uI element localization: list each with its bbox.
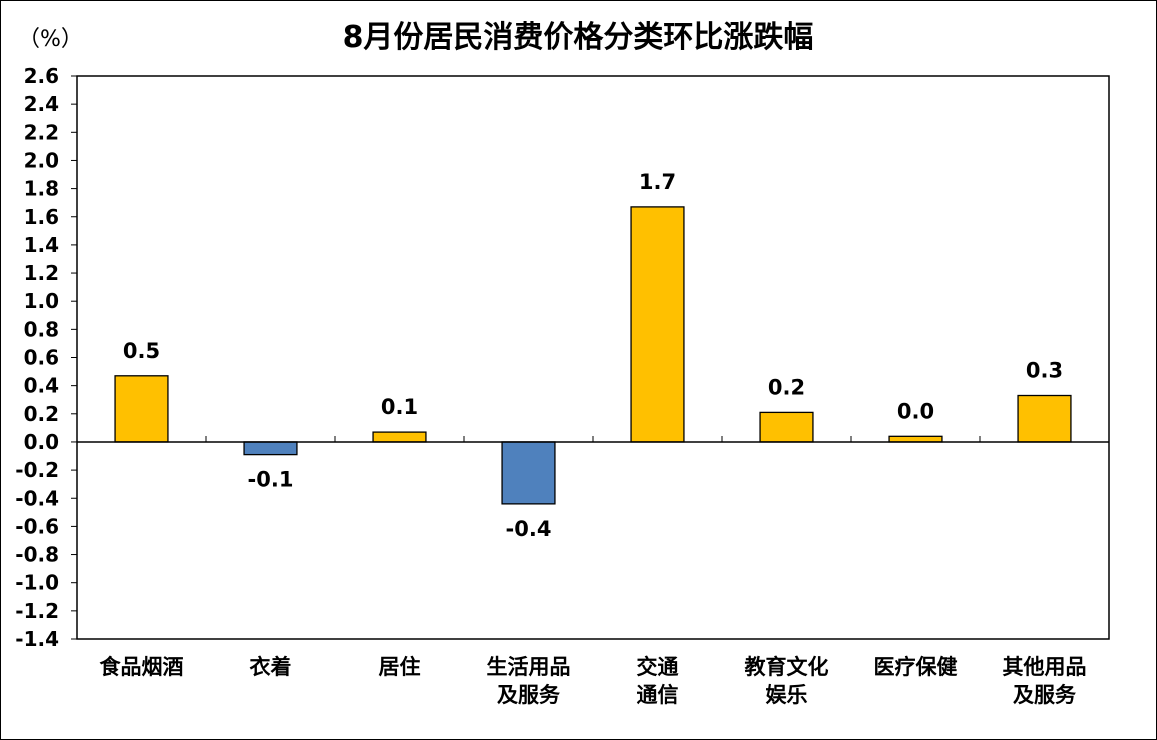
y-tick-label: 1.4 [24,233,59,257]
bar [1017,394,1072,443]
y-tick-label: 0.8 [24,317,59,341]
data-label: -0.4 [506,517,552,541]
y-tick-label: -0.8 [15,543,59,567]
bar [243,441,298,456]
x-category-label: 及服务 [1013,683,1077,707]
unit-label: （%） [18,27,83,52]
y-tick-label: 1.6 [24,205,59,229]
data-labels-group: 0.5 -0.1 0.1 -0.4 1.7 0.2 0.0 0.3 [123,170,1063,541]
x-category-label: 教育文化 [745,655,829,679]
y-tick-label: -0.6 [15,514,59,538]
data-label: 1.7 [639,170,676,194]
bar [114,375,169,443]
x-category-label: 医疗保健 [874,655,958,679]
data-label: -0.1 [248,468,294,492]
bar [759,411,814,443]
x-category-label: 娱乐 [766,683,808,707]
chart-title: 8月份居民消费价格分类环比涨跌幅 [343,20,814,55]
y-tick-label: -0.2 [15,458,59,482]
x-category-label: 食品烟酒 [100,655,184,679]
x-category-label: 通信 [637,683,679,707]
data-label: 0.3 [1026,359,1063,383]
y-tick-label: 0.2 [24,402,59,426]
data-label: 0.0 [897,399,934,423]
y-tick-label: -1.0 [15,571,59,595]
x-category-label: 交通 [637,655,679,679]
y-tick-label: -1.4 [15,627,59,651]
data-label: 0.5 [123,339,160,363]
y-tick-label: -0.4 [15,486,59,510]
y-tick-label: 0.4 [24,374,59,398]
data-label: 0.1 [381,395,418,419]
y-tick-label: 2.4 [24,92,59,116]
x-category-label: 生活用品 [487,655,571,679]
bar [501,441,556,505]
y-tick-label: 1.0 [24,289,59,313]
bar [630,206,685,443]
y-tick-label: -1.2 [15,599,59,623]
y-tick-label: 1.8 [24,177,59,201]
y-tick-label: 0.0 [24,430,59,454]
bars-group [114,206,1072,505]
x-category-label: 衣着 [250,655,292,679]
y-axis: 2.6 2.4 2.2 2.0 1.8 1.6 1.4 1.2 1.0 0.8 0.6 0.4 0.2 0… [15,64,77,651]
y-tick-label: 0.6 [24,346,59,370]
x-category-label: 及服务 [497,683,561,707]
y-tick-label: 1.2 [24,261,59,285]
bar [372,431,427,443]
x-category-label: 其他用品 [1003,655,1087,679]
y-tick-label: 2.0 [24,148,59,172]
y-tick-label: 2.2 [24,120,59,144]
data-label: 0.2 [768,375,805,399]
x-axis-ticks [205,435,981,442]
bar [888,435,943,443]
y-tick-label: 2.6 [24,64,59,88]
plot-area [76,75,1110,640]
x-category-label: 居住 [379,655,421,679]
